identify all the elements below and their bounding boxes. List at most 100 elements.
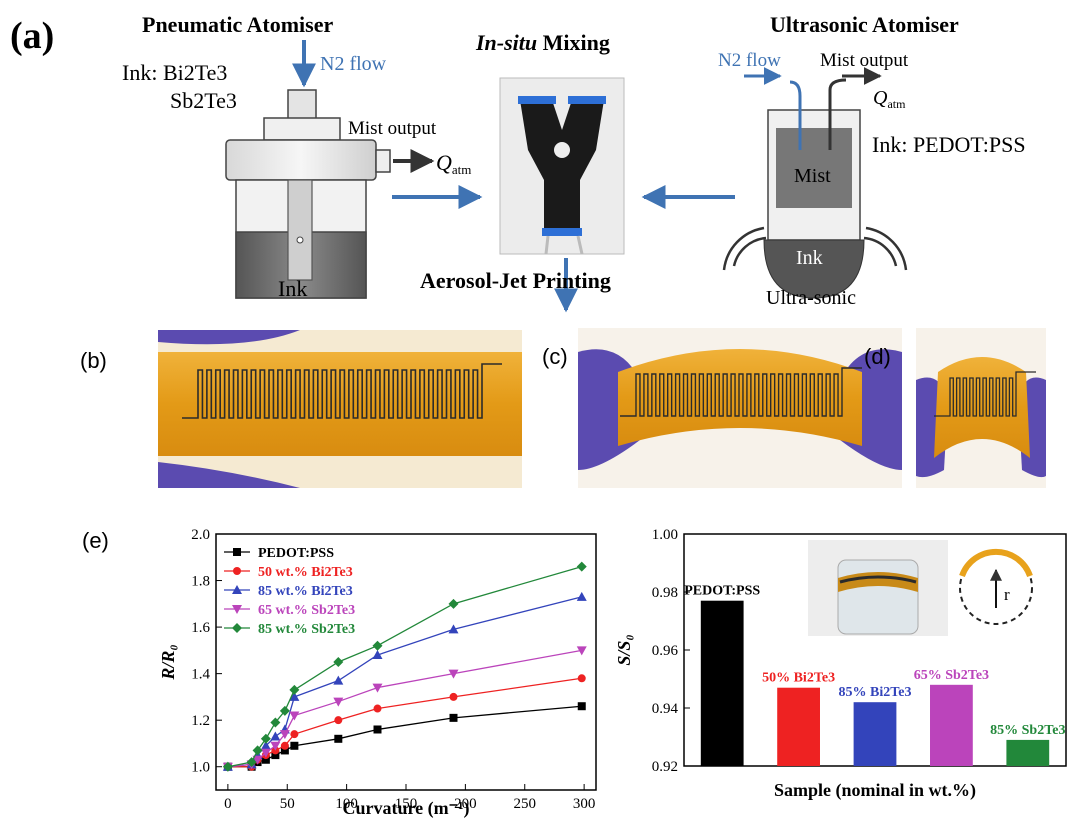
panel-c: (c) <box>542 328 902 488</box>
data-point <box>271 751 280 760</box>
data-point <box>232 623 242 633</box>
bar-label: 85% Sb2Te3 <box>990 723 1065 738</box>
data-point <box>279 705 290 716</box>
bar-label: PEDOT:PSS <box>684 584 760 599</box>
data-point <box>261 755 270 764</box>
ultrasonic-mist-fill <box>776 128 852 208</box>
data-point <box>290 730 299 739</box>
data-point <box>279 730 290 740</box>
radius-label: r <box>1004 585 1010 604</box>
data-point <box>260 748 271 758</box>
data-point <box>373 725 382 734</box>
panel-d: (d) <box>864 328 1046 488</box>
panel-label-e: (e) <box>82 528 109 553</box>
ultrasonic-title: Ultrasonic Atomiser <box>770 12 959 37</box>
bar-label: 85% Bi2Te3 <box>839 685 912 700</box>
data-point <box>577 702 586 711</box>
y-tick-label: 1.0 <box>191 760 210 776</box>
data-point <box>270 731 281 741</box>
data-point <box>280 746 289 755</box>
data-point <box>252 755 263 765</box>
panel-label-d: (d) <box>864 344 891 369</box>
data-point <box>577 674 586 683</box>
data-point <box>448 598 459 609</box>
y-tick-label: 0.96 <box>652 643 679 659</box>
bar-chart-panel: 0.92 0.94 0.96 0.98 1.00 Sample (nominal in w… <box>614 527 1067 801</box>
data-point <box>270 741 281 751</box>
x-tick-label: 50 <box>280 796 295 812</box>
printed-meander-d <box>934 371 1036 417</box>
y-connector <box>520 100 604 230</box>
data-point <box>280 741 289 750</box>
data-point <box>260 733 271 744</box>
bar-label: 50% Bi2Te3 <box>762 671 835 686</box>
bend-film-arc <box>959 548 1033 578</box>
legend-entry: PEDOT:PSS <box>258 546 334 561</box>
data-point <box>232 605 242 614</box>
inset-bend-schematic: r <box>959 548 1033 625</box>
data-point <box>333 675 344 685</box>
legend-entry: 85 wt.% Bi2Te3 <box>258 584 353 599</box>
legend-entry: 65 wt.% Sb2Te3 <box>258 603 355 618</box>
y-tick-label: 0.92 <box>652 759 678 775</box>
connector-ring-3 <box>542 228 582 236</box>
data-point <box>333 697 344 707</box>
data-point <box>372 683 383 693</box>
x-tick-label: 150 <box>395 796 418 812</box>
wave-right-1 <box>863 236 898 267</box>
printing-label: Aerosol-Jet Printing <box>420 268 611 293</box>
data-point <box>246 757 257 768</box>
printed-meander-c <box>620 367 862 417</box>
ultrasonic-inlet-tube <box>789 80 802 150</box>
panel-a: (a) Pneumatic Atomiser N2 flow Ink: Bi2T… <box>10 12 1026 313</box>
data-point <box>334 716 343 725</box>
ultrasonic-ink-bowl <box>763 239 865 299</box>
x-axis-label: Sample (nominal in wt.%) <box>774 780 976 801</box>
pneumatic-n2-label: N2 flow <box>320 53 387 75</box>
ultrasonic-mist-text: Mist <box>794 165 831 187</box>
ultrasonic-ink-label: Ink: PEDOT:PSS <box>872 132 1026 157</box>
data-point <box>449 713 458 722</box>
pneumatic-ink-label2: Sb2Te3 <box>170 88 237 113</box>
bar <box>777 687 820 766</box>
data-point <box>333 657 344 667</box>
data-point <box>233 567 241 575</box>
y-tick-label: 1.2 <box>191 713 210 729</box>
data-point <box>289 684 300 695</box>
data-point <box>576 646 587 656</box>
y-axis-label: R/R₀ <box>158 644 178 680</box>
pneumatic-mist-output: Mist output <box>348 118 437 139</box>
atomiser-outlet <box>375 149 391 173</box>
wave-left-1 <box>732 236 767 267</box>
glove-b-top <box>158 330 300 345</box>
ultrasonic-mist-output: Mist output <box>820 50 909 71</box>
y-tick-label: 1.00 <box>652 527 678 543</box>
x-tick-label: 250 <box>514 796 537 812</box>
atomiser-cap-top <box>263 117 341 141</box>
data-point <box>289 691 300 701</box>
data-point <box>232 585 242 594</box>
ultrasonic-atomiser: Ultrasonic Atomiser N2 flow Mist output … <box>718 12 1026 309</box>
ultrasonic-q: Qatm <box>873 87 906 111</box>
resistance-line-chart: 0 50 100 150 200 250 300 1.0 1.2 1.4 1.6 1.8 2.0 Curv… <box>158 527 597 818</box>
legend-entry: 50 wt.% Bi2Te3 <box>258 565 353 580</box>
wave-left-2 <box>722 226 765 271</box>
data-point <box>373 704 382 713</box>
data-point <box>372 650 383 660</box>
connector-ring-2 <box>568 96 606 104</box>
panel-e: (e) 0 50 100 150 200 250 300 1.0 1.2 1.4 1.6 1.8 2.0… <box>82 527 597 818</box>
x-tick-label: 100 <box>335 796 358 812</box>
mixing-title: In-situ Mixing <box>475 30 610 55</box>
data-point <box>270 717 281 728</box>
pneumatic-q: Qatm <box>436 150 471 177</box>
ultrasonic-ink-text: Ink <box>796 247 823 269</box>
mixing-stage: In-situ Mixing <box>475 30 625 255</box>
inset-photo <box>808 540 948 636</box>
y-tick-label: 1.8 <box>191 574 210 590</box>
data-point <box>260 740 271 750</box>
kapton-film-c <box>618 349 862 446</box>
x-axis-label: Curvature (m⁻¹) <box>342 798 469 818</box>
pneumatic-ink-text: Ink <box>278 276 307 301</box>
x-tick-label: 300 <box>573 796 596 812</box>
